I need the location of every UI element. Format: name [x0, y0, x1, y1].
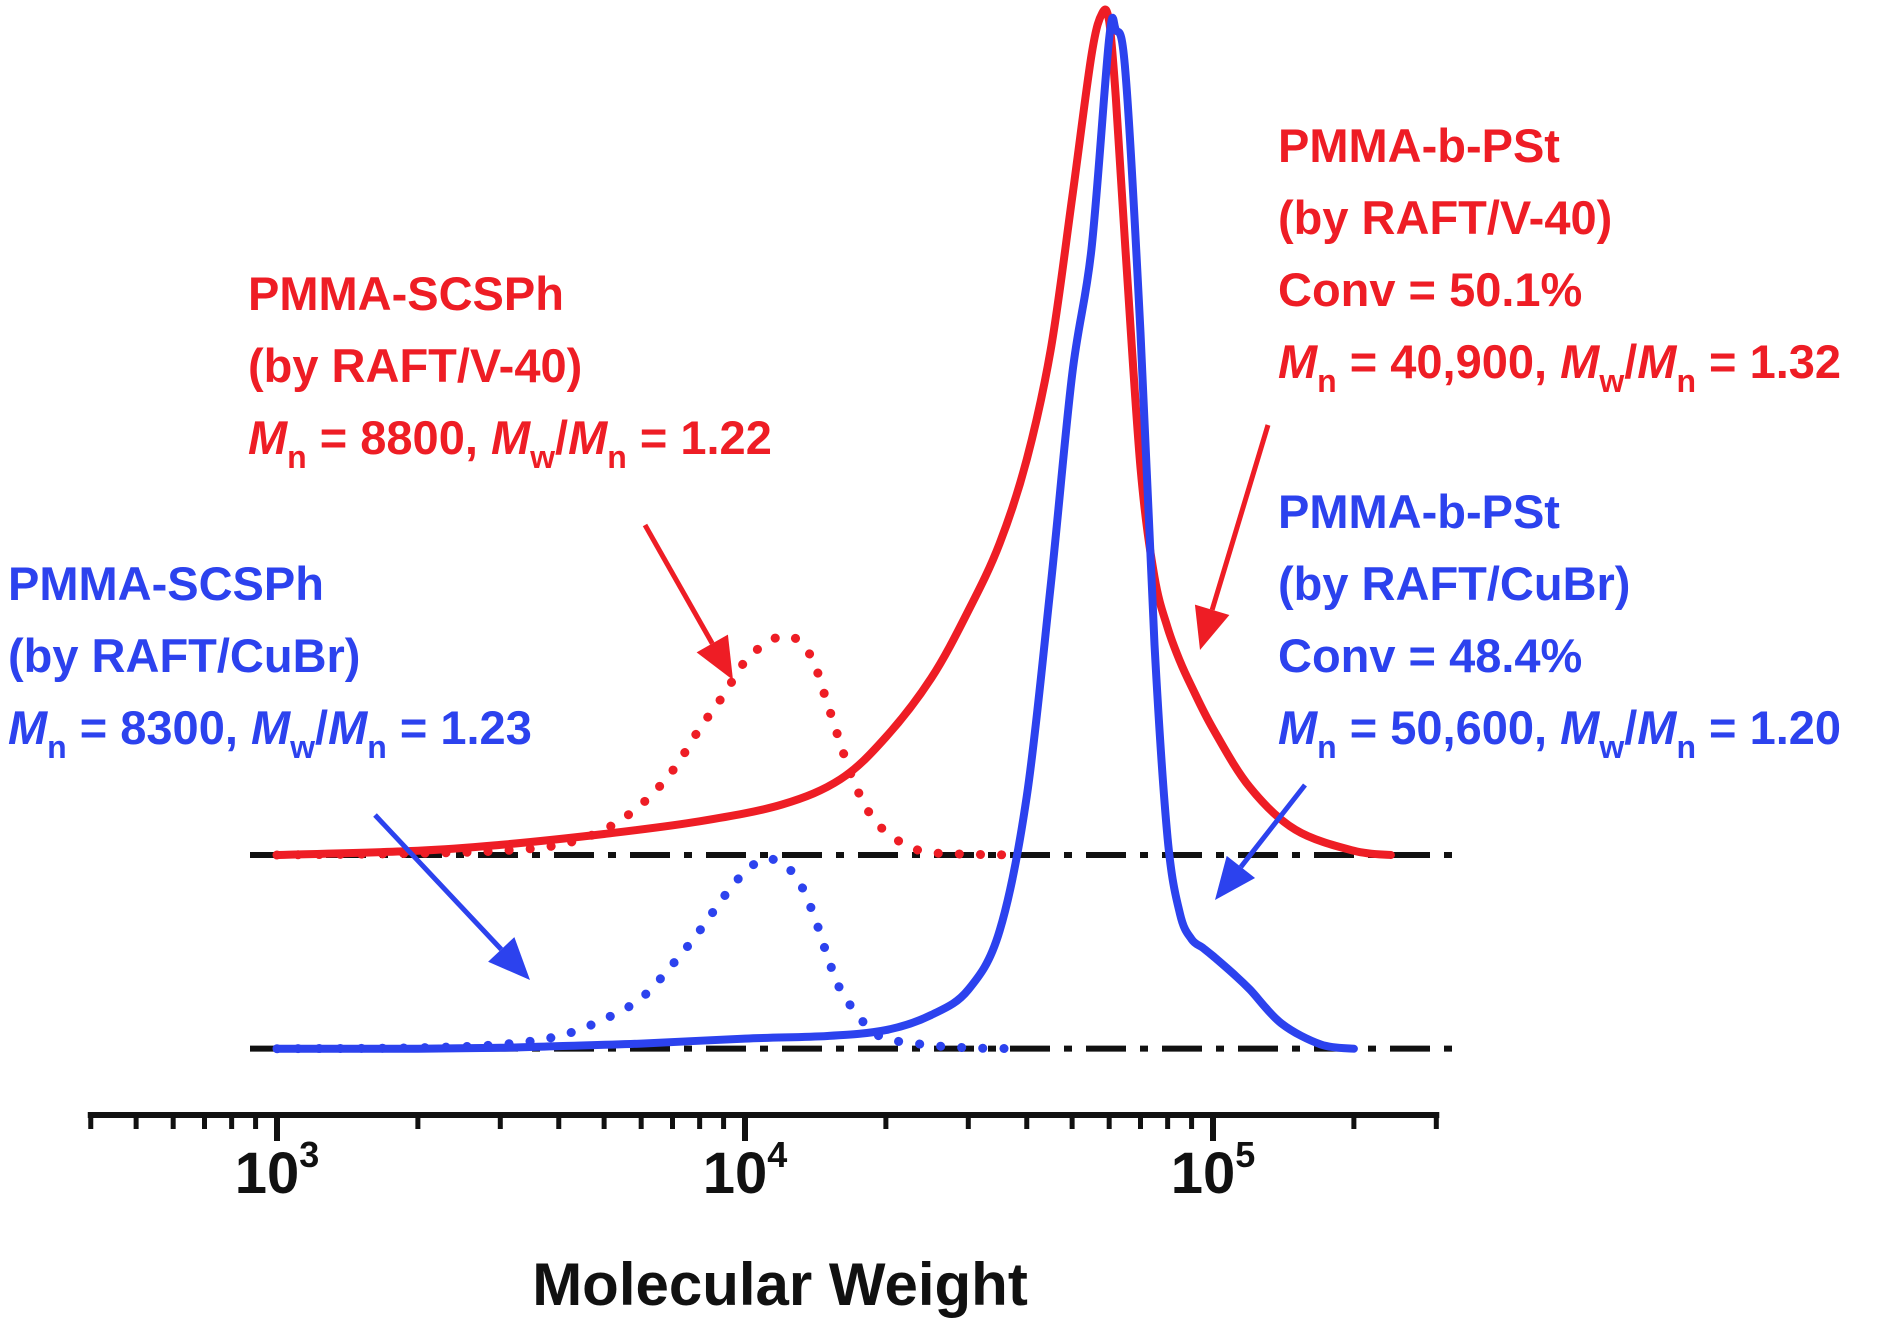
- annotation-title: PMMA-SCSPh: [8, 557, 324, 610]
- annotation-title: PMMA-SCSPh: [248, 267, 564, 320]
- x-tick-label-10000: 104: [702, 1134, 788, 1207]
- arrow-shaft: [373, 813, 504, 952]
- x-axis-label: Molecular Weight: [532, 1251, 1028, 1318]
- annotation-title: PMMA-b-PSt: [1278, 119, 1560, 172]
- annotation-red-scsph: PMMA-SCSPh (by RAFT/V-40) Mn = 8800, Mw/…: [248, 258, 772, 474]
- arrow-red-block: [1194, 424, 1271, 650]
- annotation-blue-scsph: PMMA-SCSPh (by RAFT/CuBr) Mn = 8300, Mw/…: [8, 548, 532, 764]
- annotation-mn-pdi: Mn = 50,600, Mw/Mn = 1.20: [1278, 701, 1842, 765]
- arrow-head: [1194, 604, 1230, 650]
- annotation-blue-block: PMMA-b-PSt (by RAFT/CuBr) Conv = 48.4% M…: [1278, 476, 1841, 764]
- annotation-mn-pdi: Mn = 8300, Mw/Mn = 1.23: [8, 701, 532, 765]
- x-axis: [87, 1112, 1440, 1141]
- annotation-conversion: Conv = 50.1%: [1278, 263, 1583, 316]
- arrow-head: [1215, 855, 1256, 900]
- annotation-method: (by RAFT/V-40): [248, 339, 583, 392]
- x-tick-label-1000: 103: [234, 1134, 320, 1207]
- series-1-dotted-red: [272, 631, 1021, 860]
- annotation-red-block: PMMA-b-PSt (by RAFT/V-40) Conv = 50.1% M…: [1278, 110, 1841, 398]
- arrow-shaft: [642, 523, 715, 645]
- arrow-red-scsph: [642, 523, 733, 680]
- annotation-mn-pdi: Mn = 40,900, Mw/Mn = 1.32: [1278, 335, 1842, 399]
- arrow-blue-scsph: [373, 813, 530, 980]
- annotation-method: (by RAFT/CuBr): [1278, 557, 1631, 610]
- arrow-head: [488, 937, 530, 980]
- annotation-title: PMMA-b-PSt: [1278, 485, 1560, 538]
- arrow-blue-block: [1215, 783, 1307, 900]
- annotation-mn-pdi: Mn = 8800, Mw/Mn = 1.22: [248, 411, 772, 475]
- x-tick-label-100000: 105: [1170, 1134, 1256, 1207]
- series-2-solid-blue: [273, 13, 1358, 1053]
- arrow-shaft: [1238, 783, 1307, 869]
- series-3-dotted-blue: [272, 854, 1021, 1054]
- arrows-layer: [373, 424, 1307, 980]
- arrow-shaft: [1209, 424, 1271, 611]
- annotation-conversion: Conv = 48.4%: [1278, 629, 1583, 682]
- annotation-method: (by RAFT/CuBr): [8, 629, 361, 682]
- annotation-method: (by RAFT/V-40): [1278, 191, 1613, 244]
- series-layer: [272, 5, 1395, 1054]
- arrow-head: [696, 634, 733, 680]
- series-0-solid-red: [273, 5, 1395, 859]
